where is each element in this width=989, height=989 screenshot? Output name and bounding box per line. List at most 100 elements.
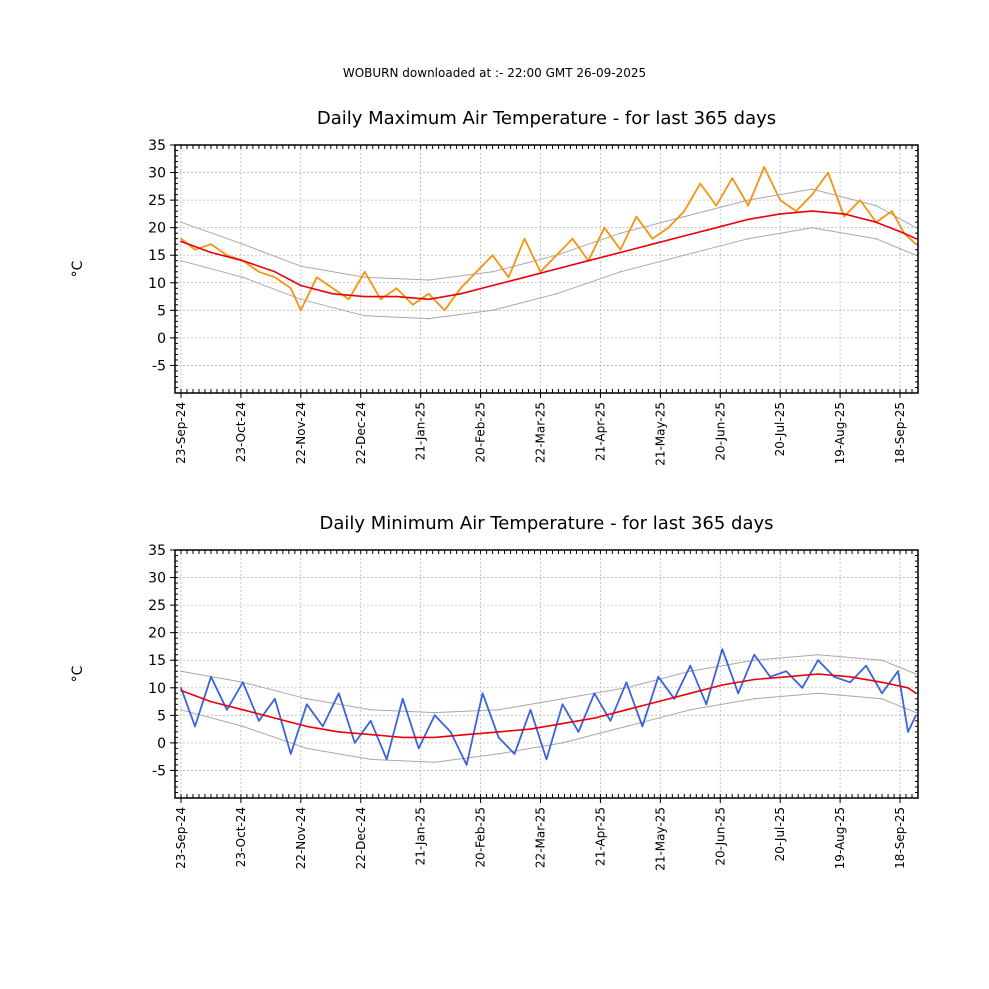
- data-point-observed: [721, 648, 724, 650]
- data-point-observed: [555, 254, 558, 257]
- y-tick-label: 25: [148, 598, 166, 614]
- x-tick-label: 22-Dec-24: [354, 807, 368, 869]
- y-tick-label: 0: [157, 736, 166, 752]
- data-point-observed: [737, 692, 740, 695]
- data-point-mean: [587, 259, 590, 262]
- data-point-envelope-lower: [497, 753, 500, 755]
- data-point-mean: [915, 237, 917, 240]
- max-temp-chart: Daily Maximum Air Temperature - for last…: [70, 108, 919, 466]
- y-tick-label: 5: [157, 708, 166, 724]
- data-point-envelope-upper: [915, 226, 917, 229]
- data-point-observed: [347, 298, 350, 301]
- data-point-mean: [401, 736, 404, 739]
- data-point-observed: [897, 670, 899, 673]
- data-point-observed: [769, 675, 771, 678]
- data-point-mean: [657, 700, 660, 703]
- data-point-mean: [561, 722, 564, 725]
- data-point-envelope-upper: [881, 659, 883, 662]
- data-point-observed: [274, 698, 276, 700]
- data-point-mean: [497, 731, 500, 733]
- series-line-envelope-lower: [180, 227, 917, 320]
- data-point-observed: [673, 698, 676, 700]
- data-point-mean: [785, 675, 787, 678]
- data-point-observed: [300, 309, 302, 312]
- data-point-observed: [481, 692, 484, 695]
- data-point-observed: [609, 720, 612, 722]
- data-point-envelope-upper: [753, 659, 756, 662]
- x-tick-label: 20-Jun-25: [713, 402, 727, 461]
- data-point-observed: [843, 215, 845, 218]
- data-point-mean: [817, 673, 819, 675]
- x-tick-label: 21-Jan-25: [414, 402, 428, 460]
- data-point-mean: [625, 709, 628, 711]
- data-point-envelope-upper: [811, 188, 813, 190]
- data-point-observed: [827, 171, 829, 174]
- data-point-mean: [306, 725, 308, 728]
- data-point-mean: [555, 268, 558, 270]
- series-line-observed: [180, 166, 917, 312]
- chart-title: Daily Maximum Air Temperature - for last…: [317, 108, 776, 129]
- data-point-observed: [715, 204, 718, 207]
- data-point-observed: [180, 237, 182, 240]
- data-point-envelope-lower: [753, 698, 756, 700]
- x-tick-label: 20-Feb-25: [474, 807, 488, 867]
- data-point-mean: [300, 284, 302, 287]
- data-point-observed: [801, 686, 803, 689]
- data-point-envelope-lower: [306, 747, 308, 750]
- data-point-mean: [779, 213, 781, 215]
- data-point-mean: [683, 235, 686, 237]
- data-point-mean: [274, 270, 276, 273]
- data-point-envelope-lower: [619, 270, 622, 273]
- data-point-observed: [316, 276, 318, 279]
- y-axis-label: °C: [70, 260, 86, 277]
- data-point-mean: [689, 692, 692, 695]
- data-point-observed: [497, 736, 500, 739]
- data-point-envelope-lower: [242, 276, 244, 279]
- data-point-observed: [625, 681, 628, 684]
- data-point-envelope-lower: [875, 237, 877, 240]
- data-point-observed: [619, 248, 622, 251]
- x-tick-label: 22-Nov-24: [294, 402, 308, 464]
- data-point-observed: [603, 226, 606, 229]
- data-point-observed: [523, 237, 526, 240]
- x-tick-label: 20-Jun-25: [713, 807, 727, 866]
- data-point-observed: [849, 681, 851, 684]
- x-tick-label: 21-Apr-25: [593, 807, 607, 866]
- data-point-observed: [699, 182, 702, 185]
- y-tick-label: 0: [157, 331, 166, 347]
- data-point-mean: [395, 295, 398, 298]
- data-point-envelope-upper: [497, 709, 500, 711]
- data-point-observed: [689, 664, 692, 667]
- data-point-observed: [306, 703, 308, 706]
- data-point-observed: [539, 270, 542, 273]
- data-point-observed: [795, 210, 797, 212]
- data-point-envelope-upper: [875, 204, 877, 207]
- data-point-observed: [593, 692, 596, 695]
- data-point-observed: [427, 293, 430, 295]
- data-point-envelope-upper: [683, 215, 686, 218]
- data-point-envelope-upper: [747, 199, 750, 201]
- data-point-observed: [353, 742, 356, 744]
- plot-frame: [174, 549, 919, 799]
- data-point-observed: [763, 166, 766, 168]
- y-tick-label: 35: [148, 543, 166, 559]
- series-line-envelope-upper: [180, 188, 917, 281]
- x-tick-label: 22-Dec-24: [354, 402, 368, 464]
- data-point-mean: [875, 221, 877, 223]
- data-point-envelope-lower: [625, 725, 628, 728]
- data-point-envelope-lower: [915, 711, 917, 714]
- data-point-observed: [577, 731, 580, 733]
- data-point-observed: [379, 298, 382, 301]
- data-point-observed: [529, 709, 532, 711]
- data-point-mean: [881, 681, 883, 684]
- data-point-envelope-upper: [689, 670, 692, 673]
- data-point-envelope-lower: [881, 698, 883, 700]
- data-point-observed: [401, 698, 404, 700]
- data-point-observed: [449, 731, 452, 733]
- x-tick-label: 18-Sep-25: [893, 402, 907, 464]
- data-point-observed: [817, 659, 819, 662]
- data-point-observed: [907, 731, 909, 733]
- data-point-observed: [635, 215, 638, 218]
- data-point-mean: [715, 226, 718, 229]
